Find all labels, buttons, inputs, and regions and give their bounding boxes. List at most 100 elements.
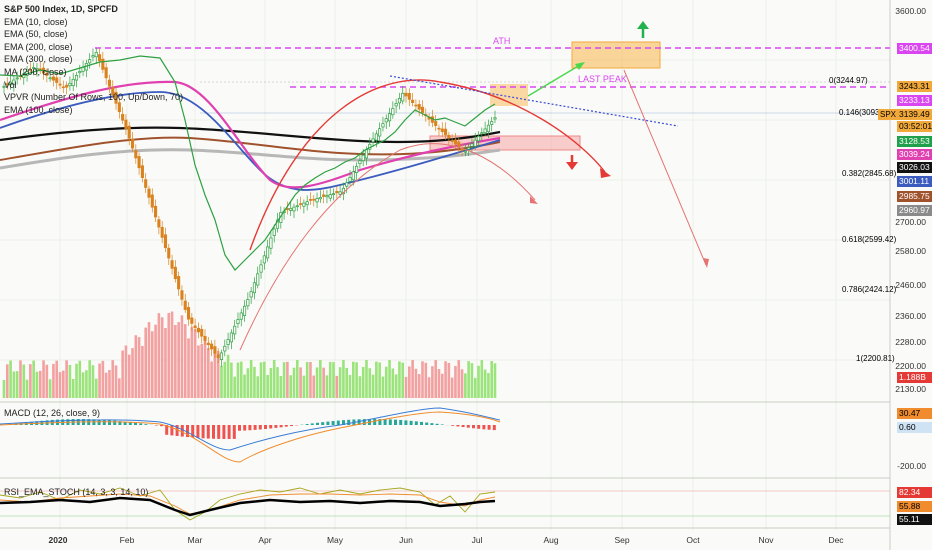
candle-body bbox=[147, 188, 151, 198]
candle-body bbox=[457, 141, 461, 148]
volume-bar bbox=[259, 362, 263, 398]
macd-hist-bar bbox=[139, 423, 143, 425]
volume-bar bbox=[62, 370, 65, 398]
candle-body bbox=[213, 346, 217, 354]
bearish-projection-arrowhead bbox=[703, 258, 709, 268]
bearish-projection-line[interactable] bbox=[623, 69, 707, 266]
macd-line bbox=[0, 407, 501, 451]
secondary-arc[interactable] bbox=[239, 143, 536, 351]
volume-bar bbox=[121, 350, 124, 398]
candle-body bbox=[401, 92, 405, 102]
volume-bar bbox=[473, 377, 477, 398]
volume-bar bbox=[157, 313, 161, 398]
support-zone[interactable] bbox=[429, 135, 581, 151]
candle-body bbox=[470, 143, 474, 147]
volume-bar bbox=[9, 360, 12, 398]
volume-bar bbox=[391, 368, 395, 398]
candle-body bbox=[262, 255, 266, 264]
candle-body bbox=[88, 59, 92, 64]
candle-body bbox=[9, 81, 13, 86]
volume-bar bbox=[401, 362, 405, 398]
volume-bar bbox=[375, 361, 378, 398]
candle-body bbox=[391, 108, 395, 116]
volume-bar bbox=[335, 375, 339, 398]
fib-label: 0.618(2599.42) bbox=[842, 235, 897, 244]
volume-bar bbox=[243, 374, 246, 398]
time-tick: 2020 bbox=[48, 535, 68, 545]
candle-body bbox=[121, 114, 125, 121]
candle-body bbox=[74, 74, 79, 81]
candlesticks[interactable] bbox=[2, 48, 497, 367]
volume-bar bbox=[411, 360, 414, 398]
volume-bar bbox=[282, 362, 286, 398]
candle-body bbox=[71, 78, 75, 87]
volume-bar bbox=[394, 374, 398, 398]
volume-bar bbox=[104, 372, 108, 398]
volume-bar bbox=[207, 347, 210, 398]
macd-hist-bar bbox=[279, 425, 283, 428]
candle-body bbox=[144, 179, 148, 188]
last-peak-price-tag: 3233.13 bbox=[897, 95, 932, 106]
time-tick: Oct bbox=[686, 535, 700, 545]
rsi-legend[interactable]: RSI_EMA_STOCH (14, 3, 3, 14, 10) bbox=[4, 487, 149, 497]
bullish-projection-line[interactable] bbox=[527, 64, 581, 97]
candle-body bbox=[117, 102, 121, 113]
time-tick: Nov bbox=[758, 535, 774, 545]
grid bbox=[0, 0, 890, 530]
candle-body bbox=[322, 194, 326, 197]
volume-bar bbox=[101, 360, 105, 398]
volume-bar bbox=[134, 335, 138, 398]
macd-hist-bar bbox=[180, 425, 184, 437]
volume-bar bbox=[154, 324, 157, 398]
volume-bar bbox=[22, 364, 26, 398]
macd-hist-bar bbox=[165, 425, 169, 435]
macd-hist-bar bbox=[108, 420, 111, 425]
volume-bar bbox=[167, 312, 171, 398]
volume-bar bbox=[42, 360, 45, 398]
candle-body bbox=[437, 127, 441, 130]
macd-hist-bar bbox=[170, 425, 174, 436]
candle-body bbox=[167, 247, 171, 259]
candle-body bbox=[302, 202, 306, 207]
candle-body bbox=[55, 77, 59, 83]
candle-body bbox=[256, 273, 260, 286]
candle-body bbox=[289, 208, 293, 211]
volume-bar bbox=[388, 360, 391, 398]
resistance-zone[interactable] bbox=[490, 84, 528, 106]
macd-hist-bar bbox=[232, 425, 236, 439]
candle-body bbox=[351, 171, 355, 181]
volume-bar bbox=[368, 368, 372, 398]
candle-body bbox=[124, 119, 128, 130]
volume-bar bbox=[118, 378, 121, 398]
macd-hist-bar bbox=[404, 420, 408, 425]
macd-hist-bar bbox=[134, 422, 137, 425]
up-arrow-icon bbox=[637, 21, 649, 38]
candle-body bbox=[163, 234, 168, 249]
candle-body bbox=[272, 228, 276, 236]
rounded-top-arc[interactable] bbox=[249, 79, 606, 251]
volume-bar bbox=[266, 374, 269, 398]
volume-bar bbox=[127, 354, 131, 398]
volume-bar bbox=[361, 366, 365, 398]
macd-legend[interactable]: MACD (12, 26, close, 9) bbox=[4, 408, 101, 418]
candle-body bbox=[388, 113, 392, 122]
descending-trendline[interactable] bbox=[389, 75, 679, 127]
volume-bar bbox=[223, 361, 227, 398]
volume-bar bbox=[450, 377, 454, 398]
candle-body bbox=[12, 79, 16, 85]
candle-body bbox=[259, 264, 263, 273]
volume-bars bbox=[2, 311, 497, 398]
macd-hist-bar bbox=[394, 419, 397, 425]
macd-hist-bar bbox=[113, 420, 117, 425]
volume-bar bbox=[256, 376, 260, 398]
candle-body bbox=[266, 246, 270, 259]
candle-body bbox=[28, 69, 32, 71]
candle-body bbox=[308, 199, 313, 201]
candle-body bbox=[140, 165, 144, 178]
fib-label: 0.382(2845.68) bbox=[842, 169, 897, 178]
volume-bar bbox=[467, 361, 470, 398]
macd-hist-bar bbox=[466, 425, 470, 428]
ath-target-zone[interactable] bbox=[571, 41, 661, 69]
macd-hist-bar bbox=[347, 419, 351, 425]
